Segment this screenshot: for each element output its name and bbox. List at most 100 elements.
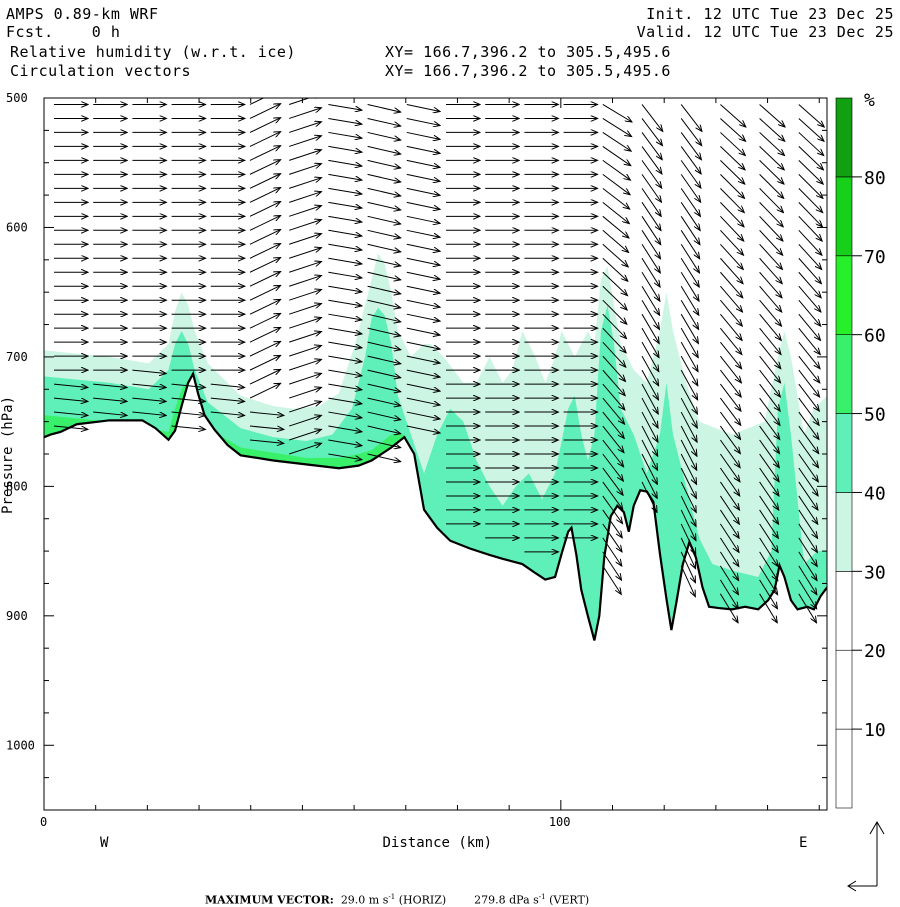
circulation-vector (798, 425, 819, 454)
circulation-vector (249, 188, 281, 203)
circulation-vector (680, 509, 696, 541)
circulation-vector (602, 439, 624, 467)
colorbar-swatch (835, 728, 853, 809)
circulation-vector (406, 243, 440, 251)
circulation-vector (680, 244, 699, 273)
circulation-vector (171, 383, 206, 387)
circulation-vectors (53, 98, 824, 623)
circulation-vector (759, 257, 783, 283)
circulation-vector (53, 397, 88, 401)
circulation-vector (719, 411, 740, 439)
circulation-vector (328, 257, 362, 264)
reference-vector-icon (847, 821, 885, 892)
circulation-vector (53, 411, 88, 415)
circulation-vector (680, 132, 701, 159)
circulation-vector (798, 481, 818, 510)
circulation-vector (328, 411, 362, 418)
circulation-vector (719, 397, 740, 425)
circulation-vector (798, 467, 818, 496)
circulation-vector (406, 201, 440, 209)
circulation-vector (641, 369, 658, 400)
circulation-vector (602, 341, 626, 367)
circulation-vector (680, 411, 697, 442)
circulation-vector (641, 397, 658, 428)
circulation-vector (289, 248, 321, 259)
circulation-vector (641, 188, 661, 216)
circulation-vector (759, 439, 780, 468)
circulation-vector (289, 136, 321, 147)
circulation-vector (602, 565, 621, 595)
circulation-vector (759, 453, 780, 482)
circulation-vector (210, 411, 245, 415)
colorbar-swatch (835, 571, 853, 651)
colorbar-label: 60 (864, 326, 886, 347)
rh-band-40 (44, 305, 827, 646)
circulation-vector (602, 132, 631, 151)
circulation-vector (719, 537, 738, 567)
y-axis-title: Pressure (hPa) (0, 396, 16, 514)
circulation-vector (720, 229, 743, 255)
circulation-vector (367, 355, 401, 364)
circulation-vector (798, 160, 823, 184)
circulation-vector (289, 164, 321, 175)
circulation-vector (249, 369, 281, 385)
circulation-vector (289, 122, 321, 133)
circulation-vector (406, 285, 440, 293)
circulation-vector (328, 131, 362, 138)
circulation-vector (249, 244, 281, 259)
max-horiz-value: 29.0 m s (340, 893, 389, 907)
circulation-vector (720, 132, 745, 155)
circulation-vector (289, 443, 321, 455)
circulation-vector (328, 145, 362, 152)
x-axis-title: Distance (km) (383, 835, 493, 851)
circulation-vector (720, 313, 742, 340)
circulation-vector (367, 131, 401, 140)
circulation-vector (602, 481, 623, 509)
circulation-vector (602, 229, 629, 252)
init-time: Init. 12 UTC Tue 23 Dec 25 (646, 5, 894, 23)
circulation-vector (367, 327, 401, 336)
west-label: W (100, 835, 109, 851)
circulation-vector (720, 299, 742, 326)
circulation-vector (759, 411, 780, 439)
circulation-vector (759, 327, 781, 354)
circulation-vector (367, 103, 401, 112)
circulation-vector (249, 383, 281, 399)
circulation-vector (367, 243, 401, 252)
circulation-vector (249, 411, 284, 415)
circulation-vector (367, 383, 401, 392)
circulation-vector (759, 467, 779, 496)
colorbar-label: 30 (864, 562, 886, 583)
circulation-vector (720, 355, 741, 383)
circulation-vector (406, 425, 440, 433)
circulation-vector (759, 132, 785, 155)
circulation-vector (289, 192, 321, 203)
circulation-vector (680, 425, 697, 456)
circulation-vector (367, 369, 401, 378)
circulation-vector (680, 341, 698, 372)
circulation-vector (641, 383, 658, 414)
circulation-vector (759, 523, 779, 552)
circulation-vector (602, 118, 632, 136)
colorbar-swatch (835, 97, 853, 178)
circulation-vector (249, 299, 281, 315)
circulation-vector (249, 98, 265, 105)
circulation-vector (798, 495, 818, 524)
circulation-vector (406, 145, 440, 153)
circulation-vector (759, 383, 781, 411)
circulation-vector (680, 146, 701, 174)
circulation-vector (798, 188, 823, 212)
circulation-vector (759, 104, 785, 127)
circulation-vector (249, 341, 281, 357)
circulation-vector (680, 565, 695, 597)
circulation-vector (289, 206, 321, 217)
circulation-vector (798, 104, 824, 127)
circulation-vector (680, 174, 700, 202)
circulation-vector (719, 579, 738, 609)
forecast-hour: Fcst. 0 h (6, 23, 121, 41)
y-tick-label: 600 (6, 220, 28, 234)
circulation-vector (680, 439, 697, 470)
circulation-vector (132, 383, 166, 387)
circulation-vector (328, 299, 362, 306)
circulation-vector (367, 145, 401, 154)
